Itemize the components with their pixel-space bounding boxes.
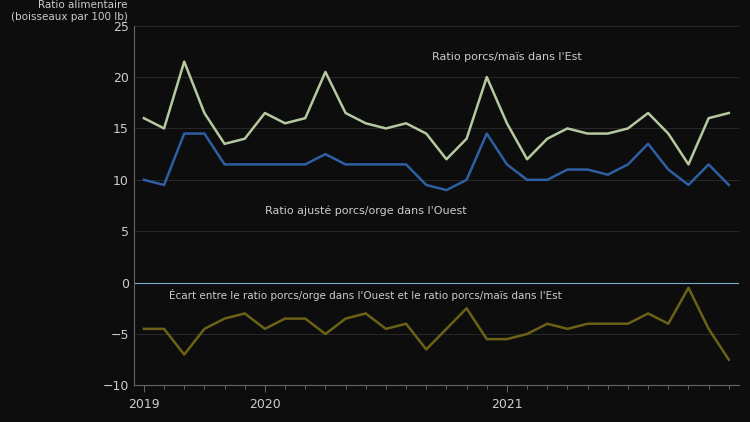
Text: Ratio ajusté porcs/orge dans l'Ouest: Ratio ajusté porcs/orge dans l'Ouest: [265, 206, 466, 216]
Text: Écart entre le ratio porcs/orge dans l'Ouest et le ratio porcs/maïs dans l'Est: Écart entre le ratio porcs/orge dans l'O…: [170, 289, 562, 301]
Text: Ratio porcs/maïs dans l'Est: Ratio porcs/maïs dans l'Est: [432, 51, 582, 62]
Y-axis label: Ratio alimentaire
(boisseaux par 100 lb): Ratio alimentaire (boisseaux par 100 lb): [10, 0, 128, 22]
